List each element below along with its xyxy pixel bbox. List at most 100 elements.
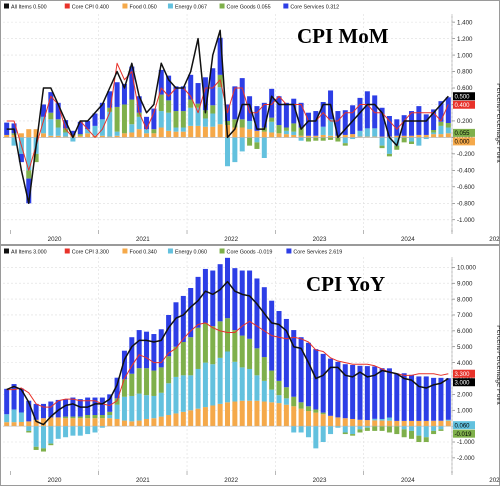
y-tick-label: 1.000 bbox=[457, 407, 473, 414]
core-goods-bar bbox=[431, 130, 437, 133]
energy-bar bbox=[431, 132, 437, 135]
core-goods-bar bbox=[195, 327, 201, 369]
value-tag bbox=[453, 137, 475, 146]
energy-bar bbox=[188, 107, 194, 126]
food-bar bbox=[364, 136, 370, 138]
core-services-bar bbox=[202, 77, 208, 111]
food-bar bbox=[144, 133, 150, 138]
cpi-yoy-legend-strip bbox=[1, 246, 499, 256]
core-services-bar bbox=[379, 368, 385, 419]
food-bar bbox=[269, 132, 275, 138]
food-bar bbox=[99, 135, 105, 138]
energy-bar bbox=[298, 137, 304, 141]
core-goods-bar bbox=[298, 402, 304, 409]
core-goods-bar bbox=[166, 100, 172, 113]
food-bar bbox=[4, 422, 10, 427]
food-bar bbox=[313, 135, 319, 138]
food-bar bbox=[202, 407, 208, 427]
core-goods-bar bbox=[114, 398, 120, 405]
food-bar bbox=[114, 135, 120, 138]
energy-bar bbox=[431, 426, 437, 431]
energy-bar bbox=[291, 426, 297, 433]
core-goods-bar bbox=[166, 356, 172, 384]
core-services-bar bbox=[261, 102, 267, 128]
core-goods-bar bbox=[342, 143, 348, 146]
energy-bar bbox=[114, 131, 120, 136]
food-bar bbox=[217, 403, 223, 427]
core-goods-bar bbox=[298, 127, 304, 136]
energy-bar bbox=[409, 426, 415, 431]
value-tag-label: 0.400 bbox=[455, 103, 471, 109]
energy-bar bbox=[232, 137, 238, 163]
core-goods-bar bbox=[26, 430, 32, 433]
energy-bar bbox=[357, 426, 363, 430]
core-services-bar bbox=[254, 278, 260, 349]
core-goods-bar bbox=[173, 346, 179, 377]
core-services-bar bbox=[210, 68, 216, 106]
food-bar bbox=[210, 405, 216, 427]
core-goods-bar bbox=[121, 104, 127, 134]
energy-bar bbox=[55, 426, 61, 439]
core-services-bar bbox=[107, 394, 113, 412]
food-bar bbox=[107, 136, 113, 138]
core-services-bar bbox=[217, 37, 223, 75]
legend-label: Core CPI 3.300 bbox=[72, 249, 109, 255]
energy-bar bbox=[158, 111, 164, 128]
energy-bar bbox=[63, 132, 69, 137]
energy-bar bbox=[173, 127, 179, 132]
all-items-line bbox=[6, 280, 449, 426]
food-bar bbox=[438, 134, 444, 138]
energy-bar bbox=[18, 412, 24, 423]
core-goods-bar bbox=[386, 426, 392, 433]
food-bar bbox=[372, 136, 378, 138]
energy-bar bbox=[372, 128, 378, 137]
core-goods-bar bbox=[438, 121, 444, 126]
food-bar bbox=[151, 133, 157, 138]
value-tag-label: 0.060 bbox=[455, 423, 471, 429]
energy-bar bbox=[173, 376, 179, 414]
energy-bar bbox=[48, 426, 54, 444]
core-services-bar bbox=[99, 397, 105, 416]
x-tick-label: 2025 bbox=[489, 236, 500, 243]
y-tick-label: 0.200 bbox=[457, 118, 473, 125]
core-goods-bar bbox=[372, 426, 378, 431]
energy-bar bbox=[26, 426, 32, 431]
core-services-bar bbox=[438, 101, 444, 122]
energy-bar bbox=[416, 426, 422, 436]
core-services-bar bbox=[431, 377, 437, 421]
core-services-bar bbox=[77, 121, 83, 135]
core-goods-bar bbox=[423, 437, 429, 443]
core-goods-bar bbox=[276, 380, 282, 396]
core-goods-bar bbox=[151, 129, 157, 134]
core-services-bar bbox=[431, 109, 437, 130]
x-tick-label: 2020 bbox=[48, 236, 62, 243]
y-tick-label: -2.000 bbox=[457, 455, 475, 462]
core-services-bar bbox=[18, 388, 24, 413]
legend-swatch bbox=[64, 248, 70, 254]
core-goods-bar bbox=[158, 367, 164, 393]
food-bar bbox=[298, 135, 304, 138]
energy-bar bbox=[217, 357, 223, 404]
core-goods-bar bbox=[247, 137, 253, 146]
legend-swatch bbox=[286, 248, 292, 254]
value-tag bbox=[453, 92, 475, 101]
energy-bar bbox=[283, 130, 289, 135]
food-bar bbox=[180, 411, 186, 427]
core-services-bar bbox=[180, 86, 186, 112]
value-tag-label: 3.000 bbox=[455, 380, 471, 386]
core-goods-bar bbox=[63, 128, 69, 133]
food-bar bbox=[33, 419, 39, 427]
legend-swatch bbox=[122, 3, 128, 9]
core-services-bar bbox=[121, 350, 127, 380]
core-goods-bar bbox=[99, 415, 105, 419]
core-services-bar bbox=[173, 86, 179, 112]
energy-bar bbox=[63, 426, 69, 438]
food-bar bbox=[107, 418, 113, 427]
core-services-bar bbox=[99, 102, 105, 120]
core-services-bar bbox=[195, 276, 201, 328]
food-bar bbox=[247, 129, 253, 138]
energy-bar bbox=[85, 426, 91, 435]
cpi-yoy-chart: All Items 3.000 Core CPI 3.300 Food 0.340 E… bbox=[0, 245, 500, 486]
food-bar bbox=[77, 418, 83, 427]
core-services-bar bbox=[423, 114, 429, 135]
